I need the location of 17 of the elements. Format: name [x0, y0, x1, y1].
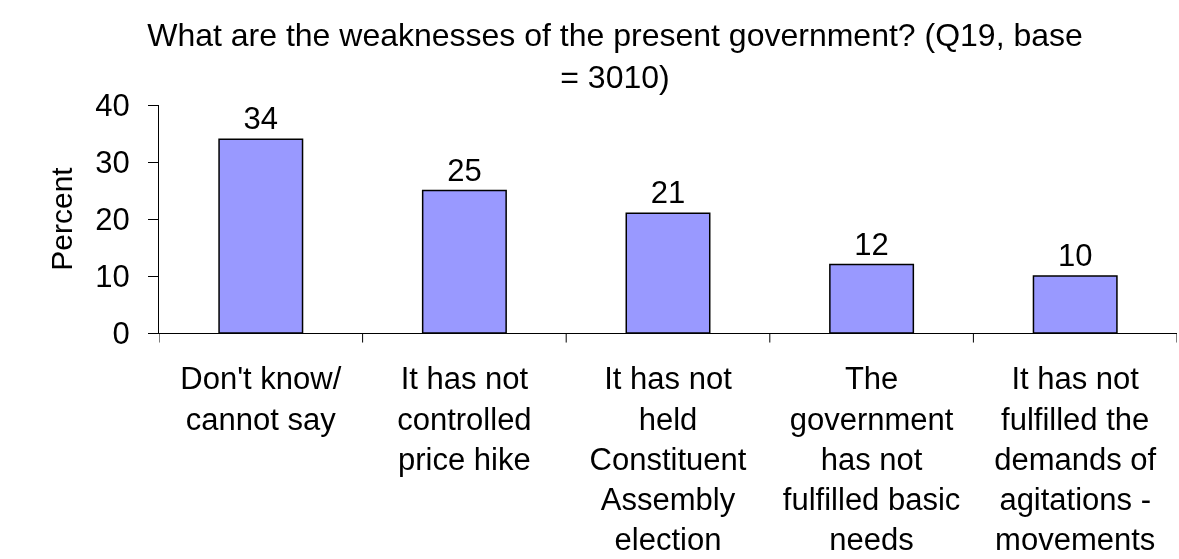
data-label: 25 — [447, 152, 482, 188]
y-tick-label: 30 — [95, 144, 130, 180]
y-tick-label: 10 — [95, 258, 130, 294]
y-tick-label: 20 — [95, 201, 130, 237]
x-tick-label: It has not held Constituent Assembly election — [589, 361, 747, 558]
data-label: 10 — [1057, 238, 1093, 273]
x-tick-label: It has not fulfilled the demands of agitations - movements — [994, 361, 1157, 558]
y-axis-title: Percent — [45, 166, 79, 271]
chart-title: What are the weaknesses of the present government? (Q19, base = 3010) — [147, 17, 1083, 95]
y-tick-label: 0 — [112, 315, 130, 351]
data-label: 21 — [650, 175, 686, 211]
data-label: 12 — [854, 226, 889, 262]
data-label: 34 — [243, 101, 279, 137]
x-tick-label: Don't know/ cannot say — [180, 361, 342, 437]
x-tick-label: It has not controlled price hike — [397, 361, 532, 477]
y-tick-label: 40 — [95, 87, 130, 123]
x-tick-label: The government has not fulfilled basic needs — [782, 361, 961, 558]
